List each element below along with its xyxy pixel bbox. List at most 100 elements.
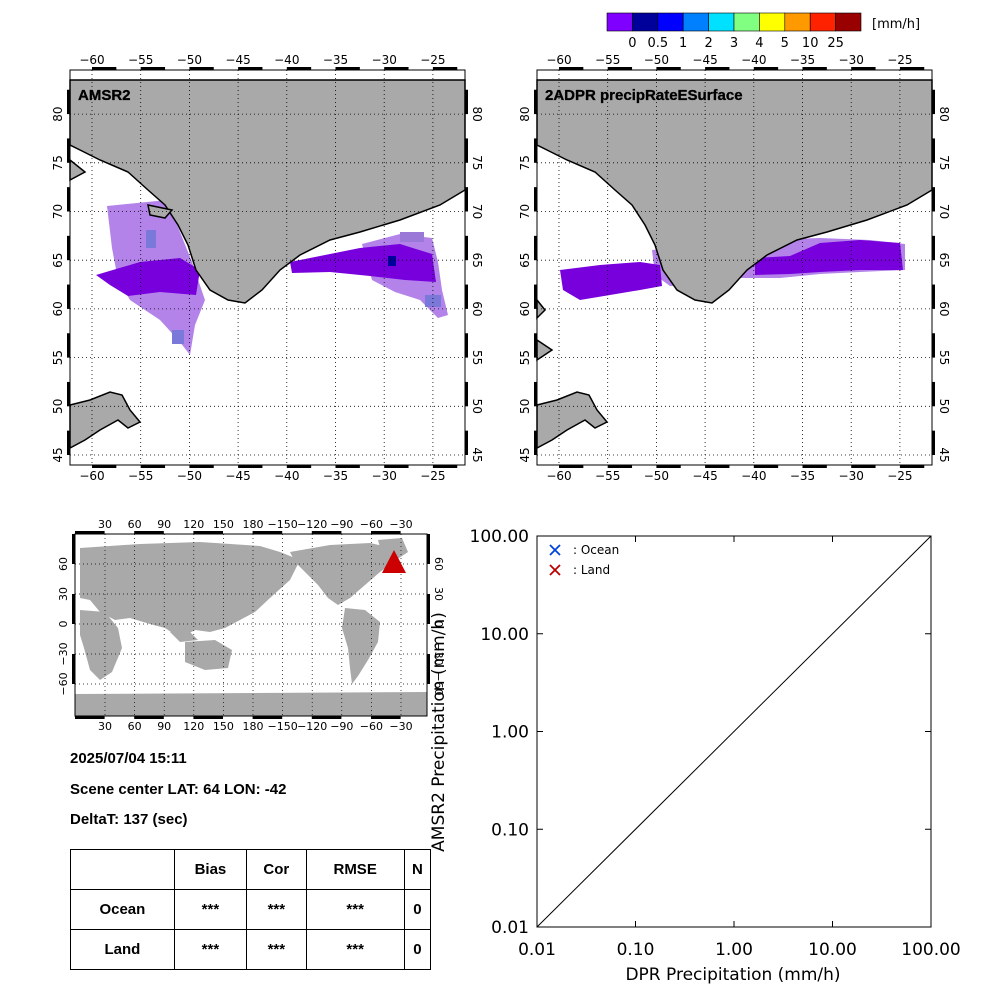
world-border-segment: [252, 716, 283, 719]
border-segment: [656, 67, 681, 70]
stats-cell: ***: [305, 889, 405, 930]
stats-header-cell: N: [403, 849, 432, 890]
colorbar-tick-label: 10: [802, 36, 819, 51]
world-lat-tick-label: 60: [432, 557, 445, 571]
colorbar-swatch: [657, 12, 684, 32]
legend-marker: [549, 564, 561, 576]
lon-tick-label: −50: [177, 53, 202, 67]
stats-header-cell: Bias: [173, 849, 248, 890]
stats-header-row: Bias Cor RMSE N: [70, 849, 432, 890]
colorbar-tick-label: 2: [704, 36, 712, 51]
border-segment: [705, 67, 730, 70]
lon-tick-label: −50: [644, 469, 669, 483]
stats-header-cell: [70, 849, 175, 890]
lon-tick-label: −40: [741, 53, 766, 67]
dpr-border-ticks: [534, 67, 935, 468]
lat-tick-label: 80: [937, 106, 951, 121]
world-border-segment: [311, 531, 342, 534]
world-border-segment: [371, 531, 401, 534]
stats-cell: ***: [246, 929, 307, 970]
border-segment: [534, 138, 537, 163]
world-border-segment: [427, 594, 430, 624]
border-segment: [465, 381, 468, 407]
lat-tick-label: 60: [51, 301, 65, 316]
x-tick-label: 100.00: [901, 940, 960, 960]
lat-tick-label: 55: [470, 350, 484, 365]
colorbar-tick-label: 0: [628, 36, 636, 51]
world-border-segment: [427, 654, 430, 684]
lat-tick-label: 70: [470, 204, 484, 219]
scatter-ticks: 0.01 0.10 1.00 10.00 100.00 0.01 0.10 1.00 10.00…: [470, 527, 961, 960]
border-segment: [607, 465, 633, 468]
border-segment: [465, 333, 468, 358]
border-segment: [238, 465, 263, 468]
lon-tick-label: −35: [790, 53, 815, 67]
lon-tick-label: −55: [128, 469, 153, 483]
border-segment: [465, 235, 468, 261]
world-lon-tick-label: 180: [243, 518, 264, 531]
border-segment: [384, 465, 409, 468]
world-border-segment: [193, 531, 223, 534]
lat-tick-label: 60: [470, 301, 484, 316]
colorbar-tick-label: 5: [781, 36, 789, 51]
lat-tick-label: 70: [51, 204, 65, 219]
stats-cell: Land: [70, 929, 175, 970]
world-lon-tick-label: 150: [213, 720, 234, 733]
lon-tick-label: −60: [79, 53, 104, 67]
border-segment: [607, 67, 633, 70]
lon-tick-label: −45: [225, 469, 250, 483]
lon-tick-label: −55: [128, 53, 153, 67]
border-segment: [899, 67, 925, 70]
border-segment: [534, 430, 537, 455]
world-lon-tick-label: 120: [183, 720, 204, 733]
one-to-one-line: [536, 535, 932, 928]
colorbar-swatch: [835, 12, 862, 32]
border-segment: [67, 430, 70, 455]
border-segment: [335, 67, 360, 70]
colorbar-unit: [mm/h]: [872, 17, 920, 32]
colorbar-swatch: [632, 12, 659, 32]
world-lon-tick-label: −60: [360, 720, 383, 733]
scene-delta-t: DeltaT: 137 (sec): [70, 811, 188, 828]
scene-datetime: 2025/07/04 15:11: [70, 750, 187, 767]
border-segment: [932, 430, 935, 455]
border-segment: [851, 465, 876, 468]
amsr2-precip-field: [96, 200, 448, 355]
lat-tick-label: 45: [937, 447, 951, 462]
lat-tick-label: 65: [470, 253, 484, 268]
stats-cell: ***: [246, 889, 307, 930]
lat-tick-label: 50: [51, 399, 65, 414]
world-border-segment: [371, 716, 401, 719]
world-lat-tick-label: 30: [57, 587, 70, 601]
world-lon-tick-label: −150: [267, 720, 297, 733]
border-segment: [432, 67, 458, 70]
stats-cell: 0: [403, 929, 432, 970]
world-border-segment: [72, 654, 75, 684]
colorbar-tick-label: 25: [827, 36, 844, 51]
world-lat-tick-label: −30: [57, 642, 70, 665]
lat-tick-label: 80: [470, 106, 484, 121]
lat-tick-label: 60: [518, 301, 532, 316]
world-border-segment: [72, 534, 75, 564]
world-border-segment: [134, 716, 164, 719]
lon-tick-label: −35: [323, 469, 348, 483]
legend-label: : Ocean: [573, 543, 619, 557]
lon-tick-label: −50: [177, 469, 202, 483]
border-segment: [534, 89, 537, 115]
lat-tick-label: 70: [937, 204, 951, 219]
lat-tick-label: 75: [470, 155, 484, 170]
border-segment: [534, 284, 537, 309]
world-lat-tick-label: 30: [432, 587, 445, 601]
border-segment: [656, 465, 681, 468]
border-segment: [899, 465, 925, 468]
colorbar-swatch: [759, 12, 786, 32]
stats-table: Bias Cor RMSE N Ocean *** *** *** 0 Land…: [70, 849, 432, 970]
colorbar-swatch: [606, 12, 633, 32]
world-lon-tick-label: 90: [157, 518, 171, 531]
dpr-land: [536, 79, 933, 450]
lat-tick-label: 45: [470, 447, 484, 462]
border-segment: [932, 187, 935, 212]
world-border-segment: [252, 531, 283, 534]
world-border-segment: [75, 531, 105, 534]
stats-row-ocean: Ocean *** *** *** 0: [70, 889, 432, 930]
